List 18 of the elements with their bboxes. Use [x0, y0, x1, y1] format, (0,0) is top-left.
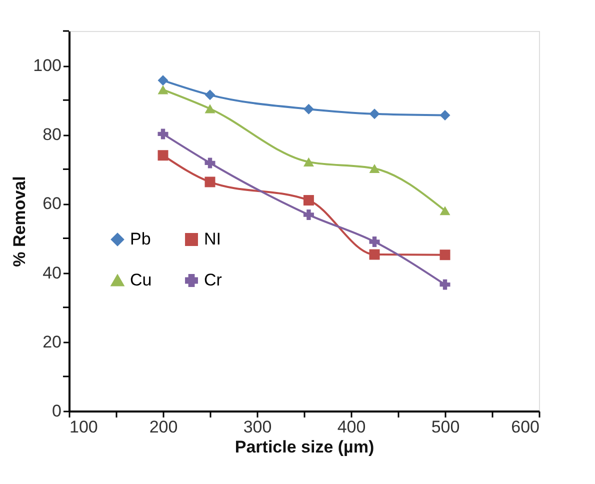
y-tick-label: 100	[33, 56, 62, 76]
y-tick-label: 20	[42, 332, 62, 352]
x-tick-label: 500	[431, 418, 460, 436]
x-tick-label: 200	[149, 418, 178, 436]
legend-label: Cu	[130, 270, 152, 290]
legend-label: NI	[204, 230, 221, 249]
x-axis-title: Particle size (µm)	[234, 438, 374, 456]
legend-label: Cr	[204, 270, 222, 290]
y-tick-label: 60	[42, 194, 62, 214]
x-tick-label: 400	[337, 418, 366, 436]
y-tick-label: 0	[52, 402, 62, 420]
y-axis-title: % Removal	[10, 176, 30, 267]
x-tick-label: 300	[243, 418, 272, 436]
y-tick-label: 40	[42, 263, 62, 282]
x-tick-label: 100	[70, 418, 98, 436]
legend-label: Pb	[130, 230, 151, 249]
x-tick-label: 600	[511, 418, 540, 436]
y-tick-label: 80	[42, 125, 62, 144]
